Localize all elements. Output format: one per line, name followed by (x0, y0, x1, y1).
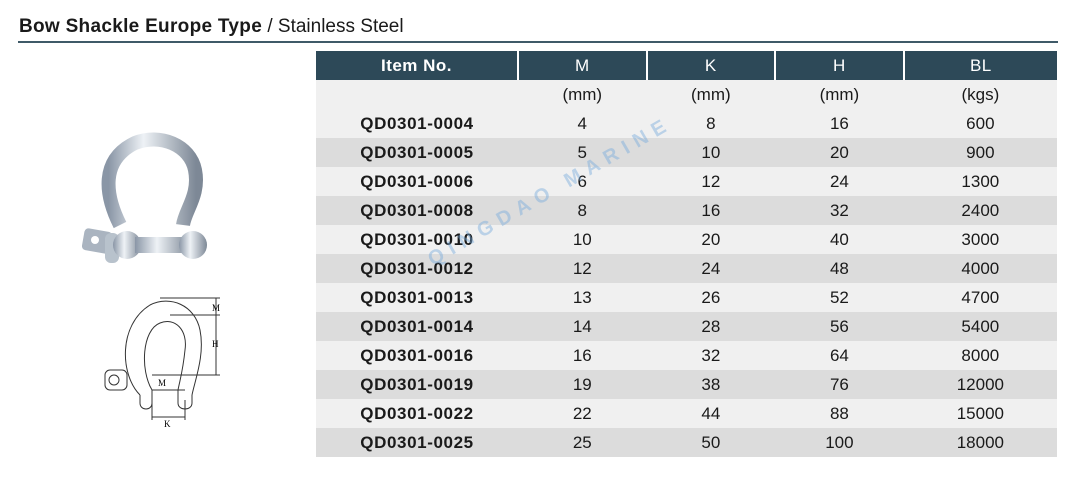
cell-item-no: QD0301-0022 (316, 399, 518, 428)
cell-item-no: QD0301-0016 (316, 341, 518, 370)
cell-bl: 2400 (903, 196, 1057, 225)
dim-label-m-pin: M (158, 378, 166, 388)
table-row: QD0301-0013 13 26 52 4700 (316, 283, 1057, 312)
cell-k: 24 (646, 254, 776, 283)
dim-label-h: H (212, 339, 219, 349)
cell-item-no: QD0301-0004 (316, 109, 518, 138)
cell-bl: 4700 (903, 283, 1057, 312)
col-m: M (517, 51, 647, 80)
cell-m: 22 (518, 399, 647, 428)
table-row: QD0301-0014 14 28 56 5400 (316, 312, 1057, 341)
cell-bl: 15000 (903, 399, 1057, 428)
cell-bl: 900 (903, 138, 1057, 167)
table-row: QD0301-0022 22 44 88 15000 (316, 399, 1057, 428)
cell-item-no: QD0301-0013 (316, 283, 518, 312)
cell-k: 38 (646, 370, 776, 399)
cell-m: 19 (518, 370, 647, 399)
dim-label-k: K (164, 419, 171, 429)
cell-h: 20 (775, 138, 904, 167)
cell-m: 6 (518, 167, 647, 196)
spec-table: Item No. M K H BL (mm) (mm) (mm) (kgs) Q… (316, 51, 1057, 457)
cell-h: 52 (775, 283, 904, 312)
cell-k: 44 (646, 399, 776, 428)
cell-bl: 12000 (903, 370, 1057, 399)
cell-k: 16 (646, 196, 776, 225)
cell-m: 16 (518, 341, 647, 370)
table-row: QD0301-0004 4 8 16 600 (316, 109, 1057, 138)
title-product: Bow Shackle Europe Type (19, 16, 263, 37)
cell-m: 12 (518, 254, 647, 283)
cell-m: 25 (518, 428, 647, 457)
cell-h: 16 (775, 109, 904, 138)
dim-label-m: M (212, 303, 220, 313)
cell-k: 26 (646, 283, 776, 312)
cell-bl: 4000 (903, 254, 1057, 283)
title-material: / Stainless Steel (262, 16, 404, 37)
cell-h: 24 (775, 167, 904, 196)
cell-item-no: QD0301-0014 (316, 312, 518, 341)
unit-cell: (mm) (646, 80, 776, 109)
cell-bl: 18000 (903, 428, 1057, 457)
cell-h: 100 (775, 428, 904, 457)
cell-h: 40 (775, 225, 904, 254)
cell-h: 32 (775, 196, 904, 225)
cell-h: 64 (775, 341, 904, 370)
cell-m: 13 (518, 283, 647, 312)
col-h: H (774, 51, 904, 80)
cell-h: 88 (775, 399, 904, 428)
table-row: QD0301-0012 12 24 48 4000 (316, 254, 1057, 283)
cell-item-no: QD0301-0008 (316, 196, 518, 225)
cell-m: 14 (518, 312, 647, 341)
cell-bl: 600 (903, 109, 1057, 138)
cell-item-no: QD0301-0019 (316, 370, 518, 399)
table-row: QD0301-0006 6 12 24 1300 (316, 167, 1057, 196)
table-row: QD0301-0025 25 50 100 18000 (316, 428, 1057, 457)
table-row: QD0301-0008 8 16 32 2400 (316, 196, 1057, 225)
cell-bl: 8000 (903, 341, 1057, 370)
cell-k: 8 (646, 109, 776, 138)
cell-m: 5 (518, 138, 647, 167)
cell-item-no: QD0301-0010 (316, 225, 518, 254)
cell-bl: 1300 (903, 167, 1057, 196)
cell-k: 20 (646, 225, 776, 254)
cell-item-no: QD0301-0025 (316, 428, 518, 457)
units-row: (mm) (mm) (mm) (kgs) (316, 80, 1057, 109)
col-item-no: Item No. (316, 51, 518, 80)
unit-cell: (mm) (518, 80, 647, 109)
cell-bl: 3000 (903, 225, 1057, 254)
cell-m: 10 (518, 225, 647, 254)
page-title: Bow Shackle Europe Type / Stainless Stee… (19, 16, 404, 38)
cell-h: 48 (775, 254, 904, 283)
cell-m: 8 (518, 196, 647, 225)
cell-h: 76 (775, 370, 904, 399)
title-divider (18, 41, 1058, 43)
cell-k: 50 (646, 428, 776, 457)
table-row: QD0301-0010 10 20 40 3000 (316, 225, 1057, 254)
cell-h: 56 (775, 312, 904, 341)
cell-item-no: QD0301-0006 (316, 167, 518, 196)
cell-item-no: QD0301-0005 (316, 138, 518, 167)
unit-cell (316, 80, 518, 109)
header-row: Item No. M K H BL (316, 51, 1057, 80)
col-k: K (645, 51, 776, 80)
col-bl: BL (902, 51, 1057, 80)
cell-k: 28 (646, 312, 776, 341)
cell-k: 32 (646, 341, 776, 370)
table-row: QD0301-0016 16 32 64 8000 (316, 341, 1057, 370)
cell-k: 12 (646, 167, 776, 196)
shackle-dimension-drawing: M H M K (104, 297, 220, 429)
cell-bl: 5400 (903, 312, 1057, 341)
cell-m: 4 (518, 109, 647, 138)
shackle-photo (81, 132, 207, 263)
table-row: QD0301-0019 19 38 76 12000 (316, 370, 1057, 399)
cell-k: 10 (646, 138, 776, 167)
table-row: QD0301-0005 5 10 20 900 (316, 138, 1057, 167)
unit-cell: (kgs) (903, 80, 1057, 109)
unit-cell: (mm) (775, 80, 904, 109)
cell-item-no: QD0301-0012 (316, 254, 518, 283)
